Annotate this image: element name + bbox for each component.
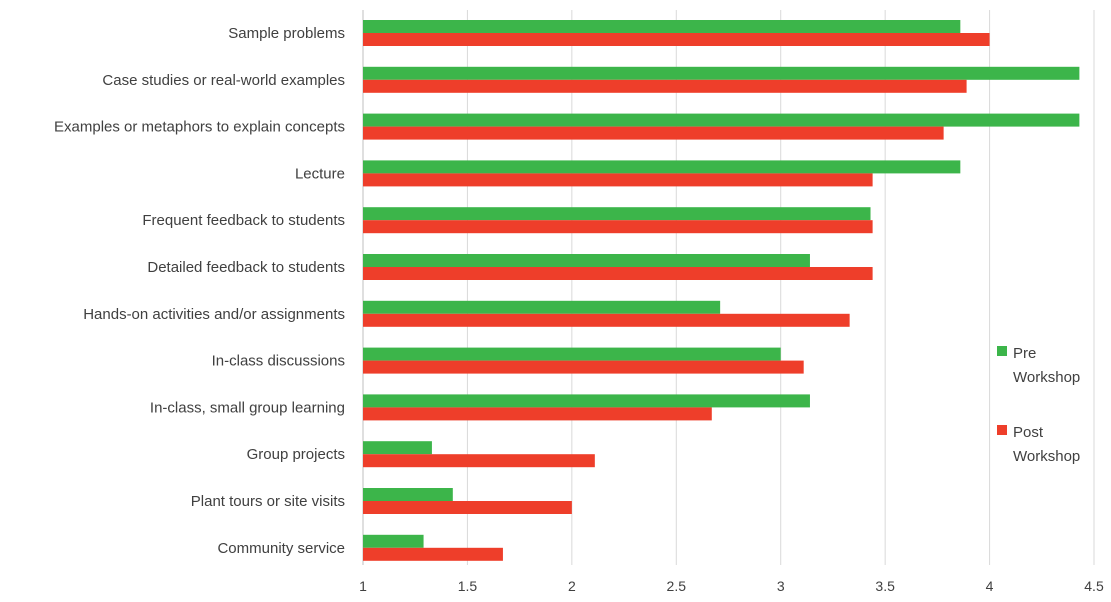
x-tick-label: 4.5 [1084,578,1104,594]
post-workshop-bar [363,501,572,514]
legend-swatch-pre [997,346,1007,356]
post-workshop-bar [363,79,967,93]
x-tick-label: 2.5 [667,578,687,594]
pre-workshop-bar [363,441,432,455]
pre-workshop-bar [363,207,871,221]
x-tick-label: 3 [777,578,785,594]
pre-workshop-bar [363,160,961,174]
category-label: Case studies or real-world examples [102,72,345,89]
category-label: Plant tours or site visits [191,493,345,510]
legend-label: Workshop [1013,448,1080,465]
category-label: Detailed feedback to students [147,259,345,276]
category-label: Sample problems [228,25,345,42]
post-workshop-bar [363,33,990,46]
category-label: Lecture [295,165,345,182]
x-tick-labels: 1 1.5 2 2.5 3 3.5 4 4.5 [359,578,1104,594]
category-label: Examples or metaphors to explain concept… [54,119,345,136]
x-tick-label: 3.5 [875,578,895,594]
category-label: Frequent feedback to students [142,212,345,229]
category-labels: Sample problems Case studies or real-worl… [54,25,345,557]
bars [363,20,1080,561]
category-label: In-class, small group learning [150,399,345,416]
pre-workshop-bar [363,488,453,501]
category-label: Group projects [247,446,345,463]
pre-workshop-bar [363,347,781,361]
post-workshop-bar [363,126,944,140]
post-workshop-bar [363,547,503,561]
legend-label: Workshop [1013,369,1080,386]
pre-workshop-bar [363,254,810,267]
post-workshop-bar [363,454,595,468]
x-tick-label: 4 [986,578,994,594]
pre-workshop-bar [363,300,721,314]
pre-workshop-bar [363,66,1080,80]
post-workshop-bar [363,267,873,280]
pre-workshop-bar [363,394,810,408]
legend: Pre Workshop Post Workshop [997,345,1080,465]
post-workshop-bar [363,220,873,234]
post-workshop-bar [363,313,850,327]
x-tick-label: 1.5 [458,578,478,594]
x-tick-label: 2 [568,578,576,594]
category-label: In-class discussions [212,353,345,370]
category-label: Hands-on activities and/or assignments [83,306,345,323]
post-workshop-bar [363,407,712,421]
pre-workshop-bar [363,534,424,548]
legend-label: Pre [1013,345,1036,362]
gridlines [362,10,1095,565]
pre-workshop-bar [363,113,1080,127]
post-workshop-bar [363,173,873,187]
x-tick-label: 1 [359,578,367,594]
legend-label: Post [1013,424,1044,441]
pre-workshop-bar [363,20,961,33]
post-workshop-bar [363,360,804,374]
legend-swatch-post [997,425,1007,435]
category-label: Community service [217,540,345,557]
